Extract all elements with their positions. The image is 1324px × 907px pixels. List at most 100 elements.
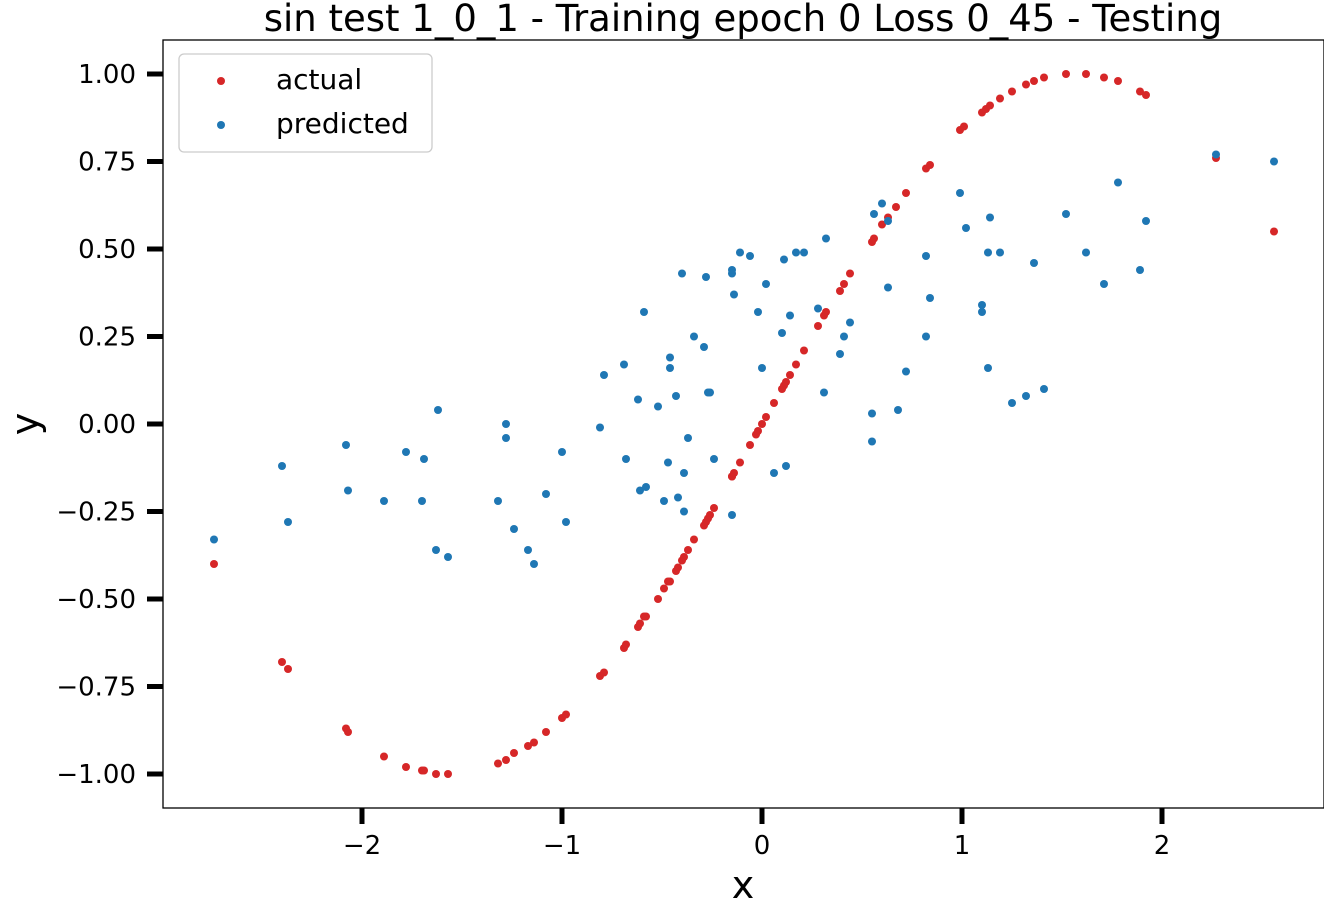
predicted-point [672,392,680,400]
predicted-point [962,224,970,232]
actual-point [1082,70,1090,78]
actual-point [278,658,286,666]
predicted-point [664,458,672,467]
actual-point [892,203,900,211]
actual-point [674,563,682,572]
actual-point [562,710,570,719]
predicted-point [820,388,828,397]
predicted-point [344,486,352,495]
actual-point [1270,227,1278,236]
actual-point [746,441,754,449]
predicted-point [782,462,790,470]
actual-point [210,560,218,568]
predicted-point [956,189,964,197]
y-tick-label: −0.75 [56,673,136,703]
predicted-point [1022,392,1030,400]
actual-point [758,420,766,428]
predicted-point [434,406,442,414]
predicted-point [1062,210,1070,218]
actual-point [782,378,790,386]
predicted-point [678,269,686,278]
predicted-point [1008,399,1016,407]
actual-point [754,427,762,435]
predicted-point [700,343,708,351]
actual-point [654,595,662,603]
predicted-point [432,546,440,554]
predicted-point [754,308,762,316]
predicted-point [600,371,608,379]
actual-point [786,371,794,379]
predicted-point [666,364,674,372]
series-actual [210,70,1278,778]
actual-point [524,742,532,750]
predicted-point [884,217,892,225]
predicted-point [770,469,778,477]
predicted-point [402,448,410,456]
legend: actual predicted [178,53,433,153]
predicted-point [736,248,744,257]
chart-title: sin test 1_0_1 - Training epoch 0 Loss 0… [264,0,1223,40]
actual-point [822,308,830,316]
actual-point [1136,87,1144,96]
actual-point [836,287,844,295]
y-tick-label: 0.50 [78,235,136,265]
predicted-point [562,518,570,526]
y-axis-label: y [3,413,47,436]
actual-point [902,189,910,197]
predicted-point [1270,157,1278,166]
actual-point [444,770,452,778]
predicted-point [284,518,292,526]
actual-point [1008,87,1016,96]
actual-point [762,413,770,421]
predicted-point [380,497,388,505]
y-tick-label: −1.00 [56,760,136,790]
predicted-point [762,280,770,288]
actual-point [690,535,698,544]
predicted-point [1040,385,1048,393]
actual-point [926,161,934,169]
predicted-point [1030,259,1038,267]
y-tick-label: 0.75 [78,148,136,178]
predicted-point [542,490,550,498]
y-tick-label: 1.00 [78,60,136,90]
predicted-point [680,469,688,477]
predicted-point [342,441,350,449]
actual-point [996,94,1004,103]
predicted-point [596,423,604,432]
actual-point [840,280,848,288]
predicted-point [984,364,992,372]
actual-point [344,728,352,736]
predicted-point [728,511,736,519]
predicted-point [986,213,994,222]
actual-point [1100,73,1108,82]
y-tick-label: −0.50 [56,585,136,615]
actual-point [600,668,608,677]
predicted-point [1082,248,1090,257]
actual-point [730,469,738,477]
predicted-point [210,535,218,544]
actual-point [502,756,510,764]
predicted-point [494,497,502,505]
predicted-point [822,234,830,243]
predicted-point [706,388,714,397]
x-tick-label: 1 [954,831,971,861]
actual-point [710,504,718,512]
marks-layer [210,70,1278,778]
predicted-point [702,273,710,281]
x-axis-label: x [732,863,755,907]
predicted-point [680,507,688,516]
predicted-point [418,497,426,505]
predicted-point [1100,280,1108,288]
predicted-point [640,308,648,316]
predicted-point [502,434,510,442]
x-tick-label: 0 [754,831,771,861]
actual-point [1030,77,1038,85]
predicted-point [758,364,766,372]
actual-point [494,759,502,768]
predicted-point [1114,178,1122,187]
legend-marker-predicted [217,121,225,129]
predicted-point [690,332,698,341]
actual-point [420,766,428,775]
predicted-point [868,437,876,446]
predicted-point [510,525,518,533]
